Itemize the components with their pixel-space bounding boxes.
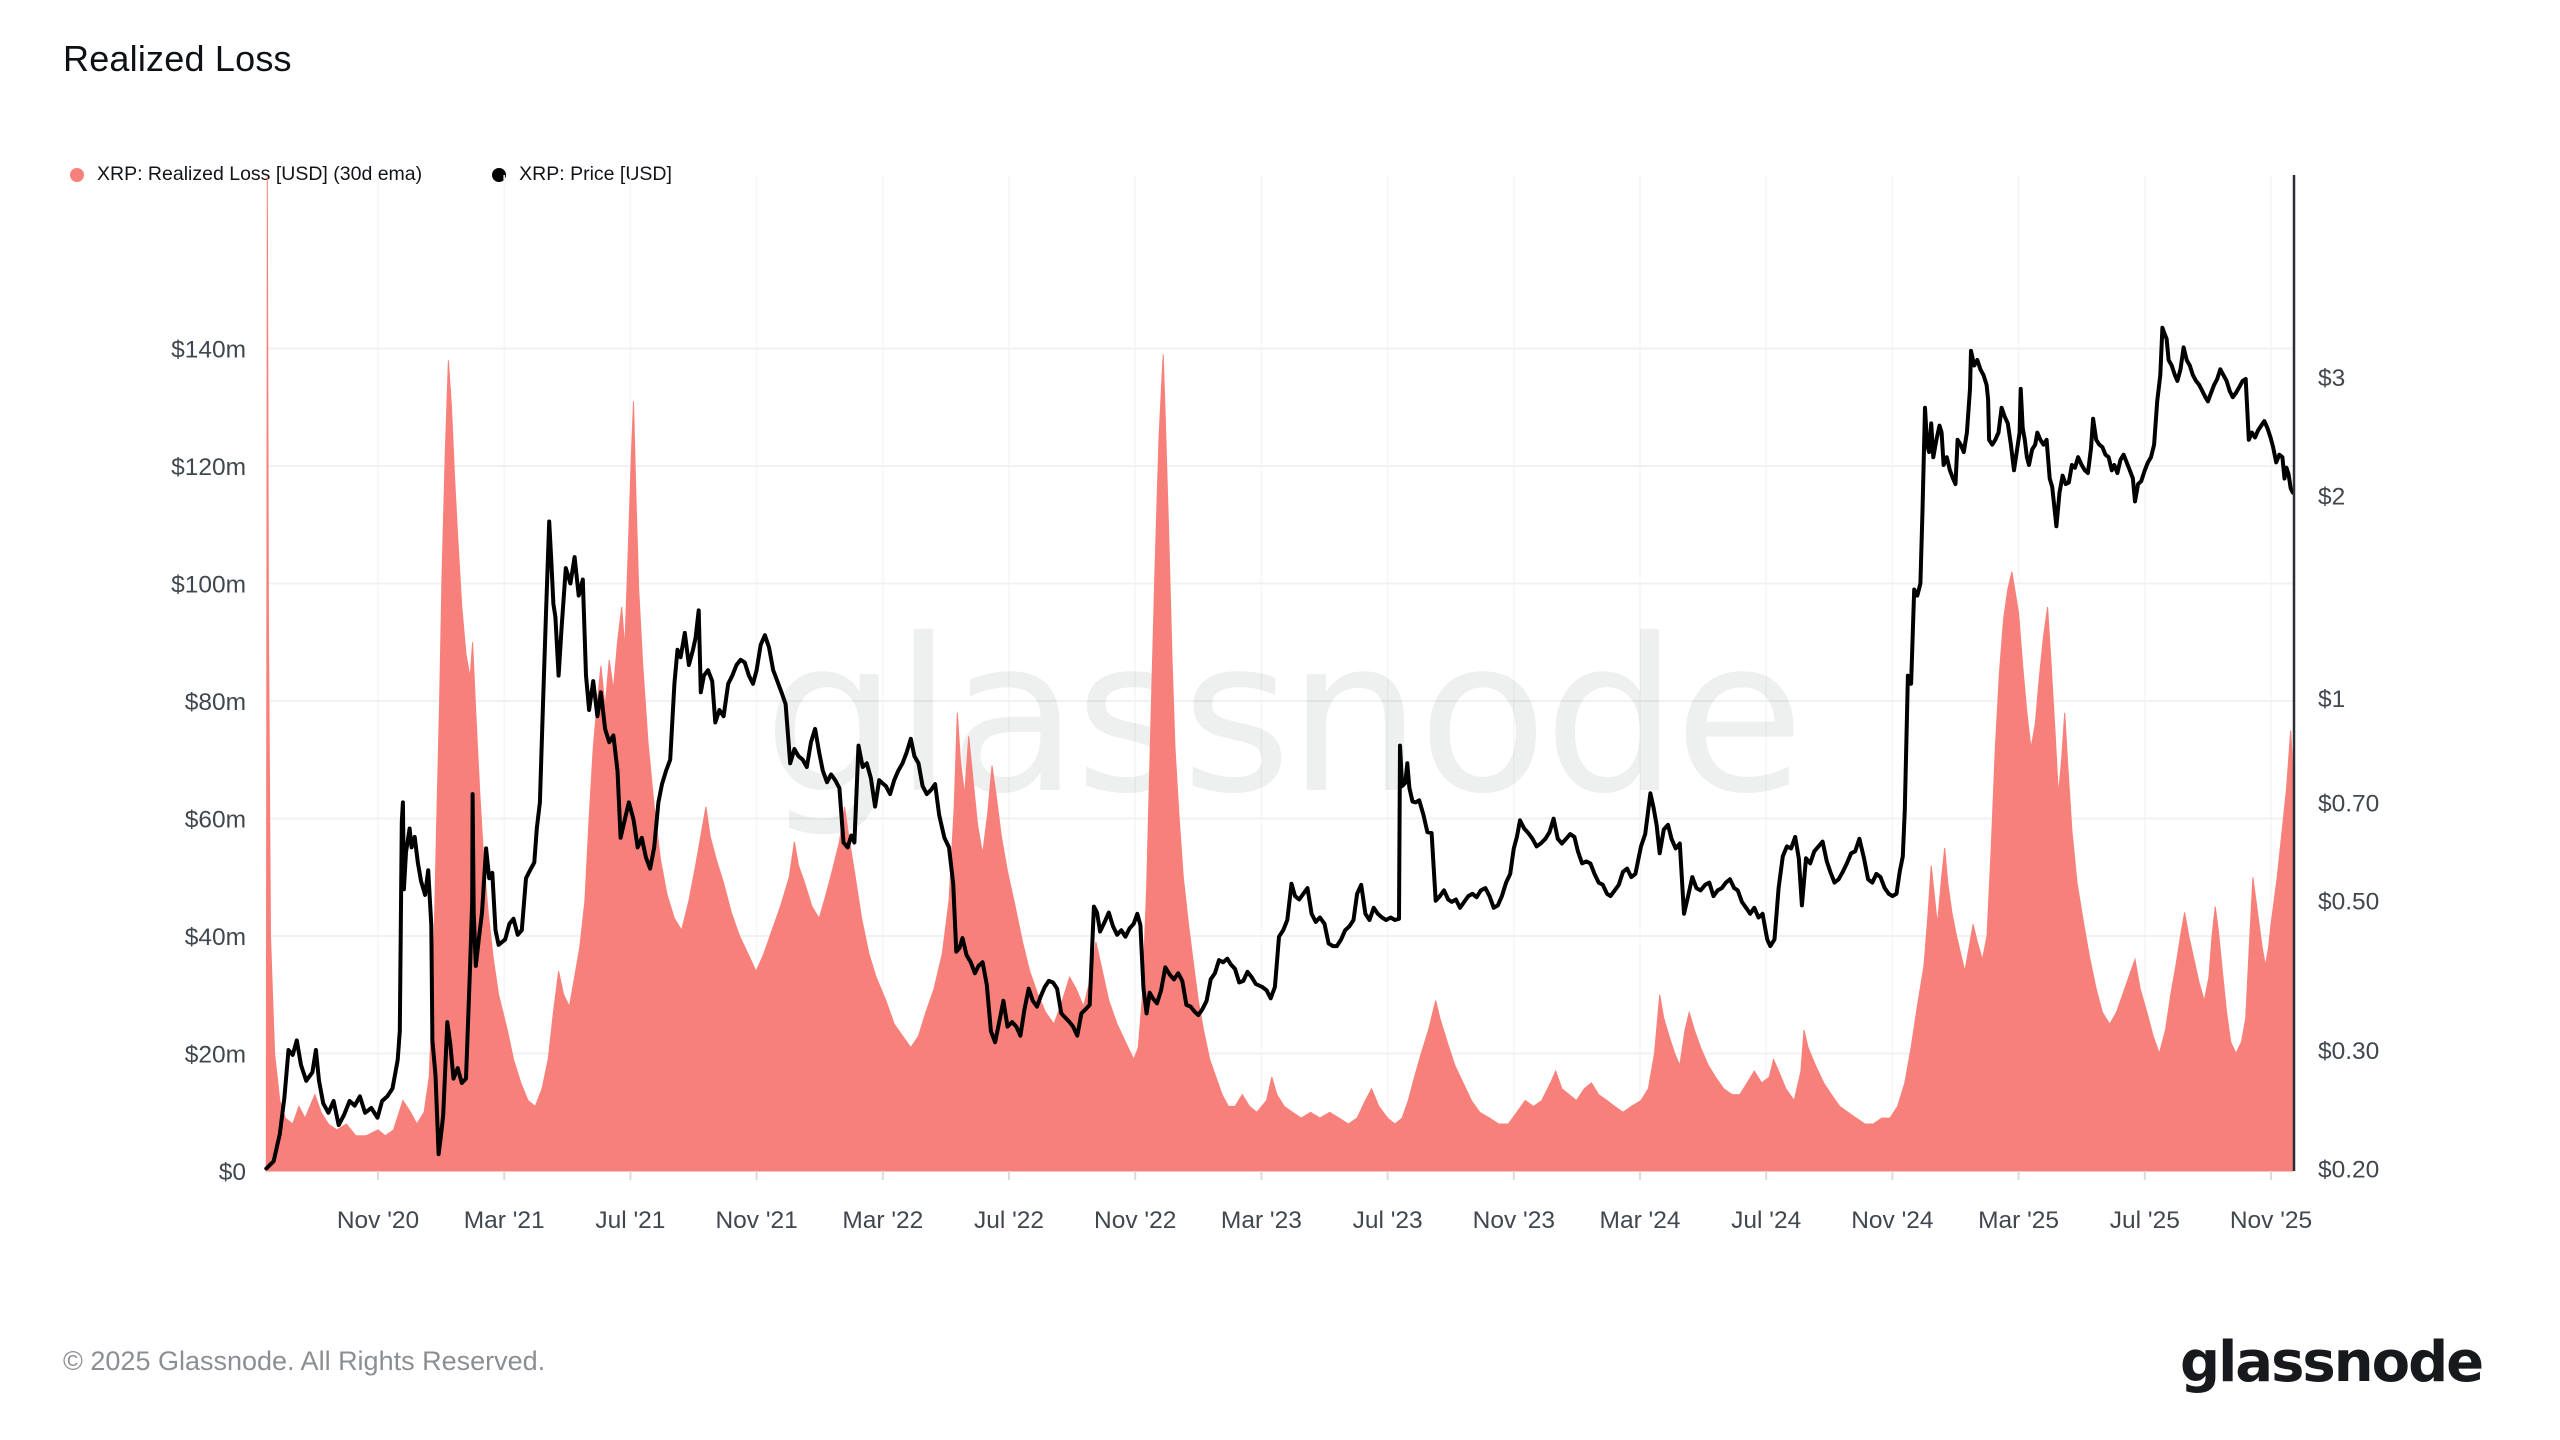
copyright-text: © 2025 Glassnode. All Rights Reserved. <box>63 1346 546 1376</box>
left-axis-label: $120m <box>171 454 246 481</box>
glassnode-logo[interactable]: glassnode <box>2180 1330 2484 1395</box>
x-axis-label: Jul '23 <box>1353 1207 1423 1234</box>
x-axis-label: Nov '20 <box>337 1207 419 1234</box>
x-axis-label: Mar '21 <box>464 1207 545 1234</box>
legend-item-price[interactable]: XRP: Price [USD] <box>492 163 672 186</box>
left-axis-label: $60m <box>185 807 246 834</box>
x-axis-label: Nov '23 <box>1473 1207 1555 1234</box>
x-axis-label: Jul '24 <box>1731 1207 1801 1234</box>
glassnode-watermark: glassnode <box>763 593 1800 840</box>
legend-label-price: XRP: Price [USD] <box>519 163 672 185</box>
right-axis-label: $2 <box>2318 484 2345 511</box>
right-axis-label: $0.70 <box>2318 790 2379 817</box>
legend-dot-black-icon <box>492 167 507 182</box>
x-axis-label: Nov '24 <box>1851 1207 1933 1234</box>
left-axis-label: $0 <box>219 1159 246 1186</box>
legend-label-realized-loss: XRP: Realized Loss [USD] (30d ema) <box>97 163 423 185</box>
chart-legend: XRP: Realized Loss [USD] (30d ema) XRP: … <box>70 163 672 186</box>
left-axis-label: $140m <box>171 337 246 364</box>
x-axis-label: Nov '25 <box>2230 1207 2312 1234</box>
left-axis-label: $100m <box>171 572 246 599</box>
right-axis-label: $0.50 <box>2318 889 2379 916</box>
right-axis-label: $3 <box>2318 365 2345 392</box>
right-axis-label: $0.30 <box>2318 1038 2379 1065</box>
left-axis-label: $40m <box>185 924 246 951</box>
x-axis-label: Mar '25 <box>1978 1207 2059 1234</box>
legend-item-realized-loss[interactable]: XRP: Realized Loss [USD] (30d ema) <box>70 163 422 186</box>
legend-dot-red-icon <box>70 167 84 182</box>
x-axis-label: Jul '22 <box>974 1207 1044 1234</box>
x-axis-label: Jul '21 <box>595 1207 665 1234</box>
x-axis-label: Mar '23 <box>1221 1207 1302 1234</box>
realized-loss-area-series <box>265 175 2294 1172</box>
price-line-series <box>264 325 2295 1171</box>
x-axis-label: Nov '22 <box>1094 1207 1176 1234</box>
right-axis-label: $1 <box>2318 686 2345 713</box>
x-axis-label: Nov '21 <box>715 1207 797 1234</box>
x-axis-label: Jul '25 <box>2110 1207 2180 1234</box>
x-axis-label: Mar '22 <box>842 1207 923 1234</box>
x-axis-label: Mar '24 <box>1600 1207 1681 1234</box>
left-axis-label: $20m <box>185 1042 246 1069</box>
left-axis-label: $80m <box>185 689 246 716</box>
right-axis-label: $0.20 <box>2318 1157 2379 1184</box>
page-title: Realized Loss <box>63 38 292 79</box>
